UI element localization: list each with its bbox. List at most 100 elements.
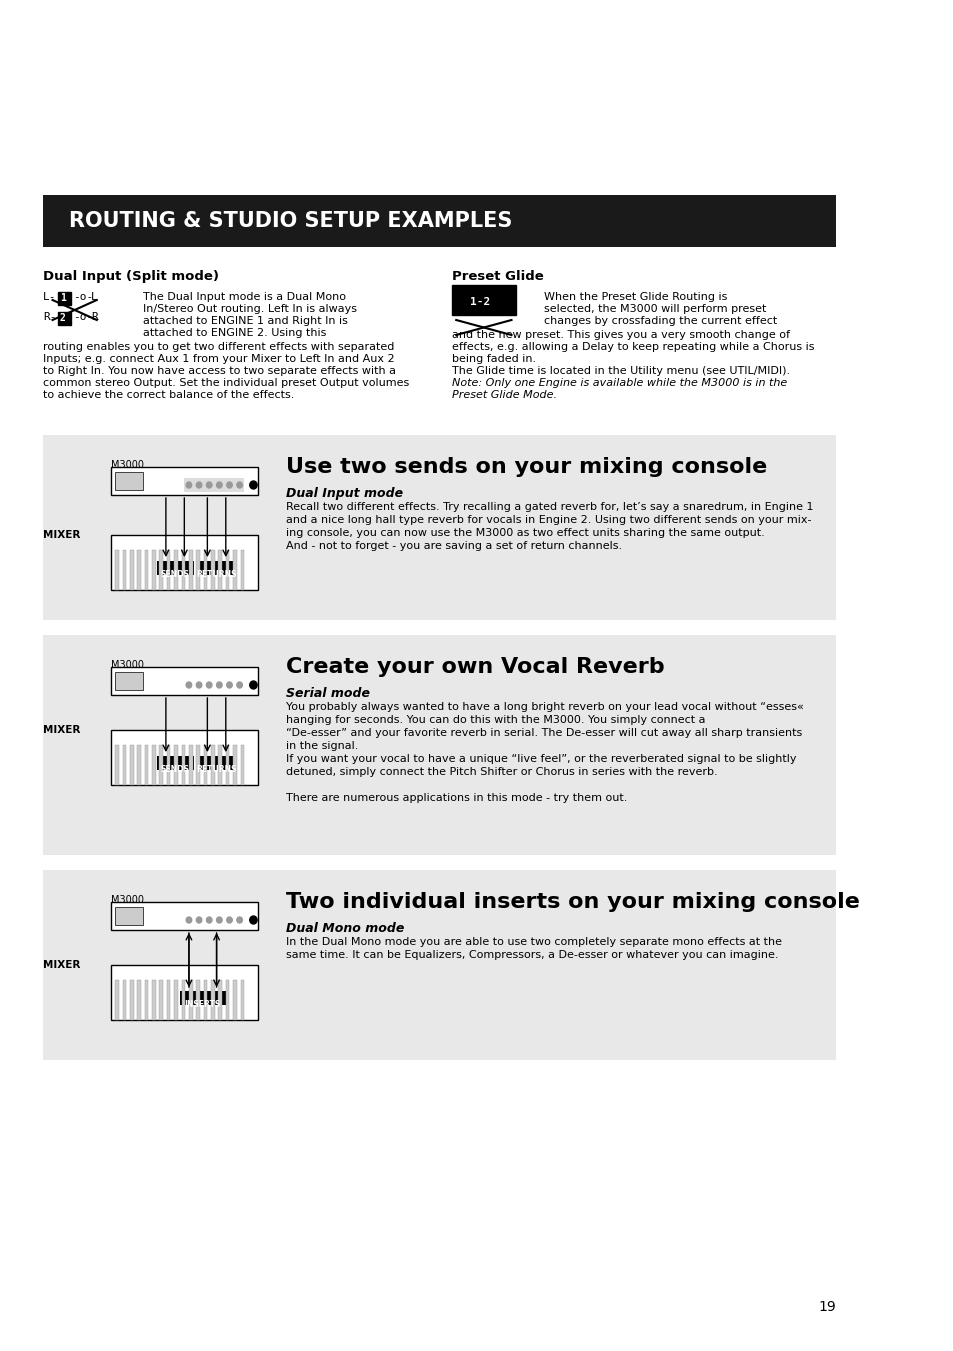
Bar — [203, 550, 207, 590]
Text: 2: 2 — [60, 313, 66, 323]
Text: 2: 2 — [213, 994, 219, 1004]
Bar — [156, 757, 193, 770]
Text: SENDS: SENDS — [160, 570, 190, 580]
Bar — [181, 979, 185, 1020]
Text: MIXER: MIXER — [43, 961, 81, 970]
Circle shape — [236, 482, 242, 488]
Text: R: R — [223, 565, 229, 574]
Circle shape — [196, 482, 202, 488]
Text: SENDS: SENDS — [160, 765, 190, 774]
Text: 19: 19 — [818, 1300, 835, 1315]
Bar — [58, 312, 71, 326]
Text: attached to ENGINE 1 and Right In is: attached to ENGINE 1 and Right In is — [143, 316, 347, 326]
Bar — [115, 550, 119, 590]
Text: hanging for seconds. You can do this with the M3000. You simply connect a: hanging for seconds. You can do this wit… — [285, 715, 704, 725]
Text: R-: R- — [43, 312, 57, 322]
Bar — [196, 979, 200, 1020]
Text: RETURNS: RETURNS — [196, 570, 236, 580]
Circle shape — [206, 682, 212, 688]
Bar — [179, 992, 226, 1005]
Bar — [198, 757, 234, 770]
Text: When the Preset Glide Routing is: When the Preset Glide Routing is — [543, 292, 726, 303]
Bar — [218, 744, 222, 785]
Text: M3000: M3000 — [111, 661, 144, 670]
Bar — [196, 550, 200, 590]
Bar — [152, 744, 155, 785]
Text: The Dual Input mode is a Dual Mono: The Dual Input mode is a Dual Mono — [143, 292, 346, 303]
Text: Dual Mono mode: Dual Mono mode — [285, 921, 404, 935]
Bar — [189, 550, 193, 590]
Text: INSERTS: INSERTS — [185, 1000, 221, 1009]
Bar — [211, 550, 214, 590]
Text: R: R — [218, 761, 224, 769]
Bar — [130, 744, 133, 785]
Text: effects, e.g. allowing a Delay to keep repeating while a Chorus is: effects, e.g. allowing a Delay to keep r… — [451, 342, 813, 353]
Text: selected, the M3000 will perform preset: selected, the M3000 will perform preset — [543, 304, 765, 313]
Bar — [218, 550, 222, 590]
Text: 1: 1 — [60, 293, 66, 303]
Circle shape — [186, 682, 192, 688]
Text: Two individual inserts on your mixing console: Two individual inserts on your mixing co… — [285, 892, 859, 912]
Bar — [122, 550, 126, 590]
Text: and the new preset. This gives you a very smooth change of: and the new preset. This gives you a ver… — [451, 330, 789, 340]
Bar — [156, 561, 193, 576]
Bar — [233, 744, 236, 785]
Bar — [145, 979, 149, 1020]
Text: Inputs; e.g. connect Aux 1 from your Mixer to Left In and Aux 2: Inputs; e.g. connect Aux 1 from your Mix… — [43, 354, 395, 363]
Text: to achieve the correct balance of the effects.: to achieve the correct balance of the ef… — [43, 390, 294, 400]
Text: The Glide time is located in the Utility menu (see UTIL/MIDI).: The Glide time is located in the Utility… — [451, 366, 789, 376]
Bar — [152, 550, 155, 590]
Bar — [240, 550, 244, 590]
Bar — [130, 979, 133, 1020]
Text: R: R — [91, 312, 98, 322]
Text: 1: 1 — [158, 761, 164, 769]
Bar — [115, 907, 143, 925]
Bar — [167, 979, 171, 1020]
Text: 1: 1 — [186, 994, 192, 1004]
Text: MIXER: MIXER — [43, 530, 81, 540]
Bar — [211, 979, 214, 1020]
Text: If you want your vocal to have a unique “live feel”, or the reverberated signal : If you want your vocal to have a unique … — [285, 754, 796, 765]
Bar — [145, 744, 149, 785]
Bar — [226, 979, 230, 1020]
Text: There are numerous applications in this mode - try them out.: There are numerous applications in this … — [285, 793, 626, 802]
Circle shape — [250, 481, 257, 489]
Bar — [130, 550, 133, 590]
Text: same time. It can be Equalizers, Compressors, a De-esser or whatever you can ima: same time. It can be Equalizers, Compres… — [285, 950, 778, 961]
Bar — [43, 435, 835, 620]
Bar — [43, 195, 835, 247]
Bar — [137, 744, 141, 785]
Circle shape — [186, 917, 192, 923]
Bar — [137, 550, 141, 590]
Bar — [122, 979, 126, 1020]
Bar — [111, 902, 257, 929]
Bar — [159, 744, 163, 785]
Bar — [196, 744, 200, 785]
Bar — [181, 744, 185, 785]
Text: routing enables you to get two different effects with separated: routing enables you to get two different… — [43, 342, 395, 353]
Text: And - not to forget - you are saving a set of return channels.: And - not to forget - you are saving a s… — [285, 540, 621, 551]
Text: M3000: M3000 — [111, 459, 144, 470]
Text: ROUTING & STUDIO SETUP EXAMPLES: ROUTING & STUDIO SETUP EXAMPLES — [69, 211, 512, 231]
Text: RETURNS: RETURNS — [196, 765, 236, 774]
Bar — [240, 744, 244, 785]
Text: Dual Input mode: Dual Input mode — [285, 486, 402, 500]
Bar — [174, 979, 177, 1020]
Bar — [43, 870, 835, 1061]
Bar — [211, 744, 214, 785]
Text: Use two sends on your mixing console: Use two sends on your mixing console — [285, 457, 766, 477]
Bar — [152, 979, 155, 1020]
Bar — [115, 744, 119, 785]
Circle shape — [227, 482, 232, 488]
Text: to Right In. You now have access to two separate effects with a: to Right In. You now have access to two … — [43, 366, 395, 376]
Bar — [111, 467, 257, 494]
Bar — [181, 550, 185, 590]
Text: Dual Input (Split mode): Dual Input (Split mode) — [43, 270, 219, 282]
Text: in the signal.: in the signal. — [285, 740, 357, 751]
Text: In/Stereo Out routing. Left In is always: In/Stereo Out routing. Left In is always — [143, 304, 356, 313]
Bar — [43, 635, 835, 855]
Bar — [451, 285, 516, 315]
Circle shape — [216, 682, 222, 688]
Bar — [115, 671, 143, 690]
Text: “De-esser” and your favorite reverb in serial. The De-esser will cut away all sh: “De-esser” and your favorite reverb in s… — [285, 728, 801, 738]
